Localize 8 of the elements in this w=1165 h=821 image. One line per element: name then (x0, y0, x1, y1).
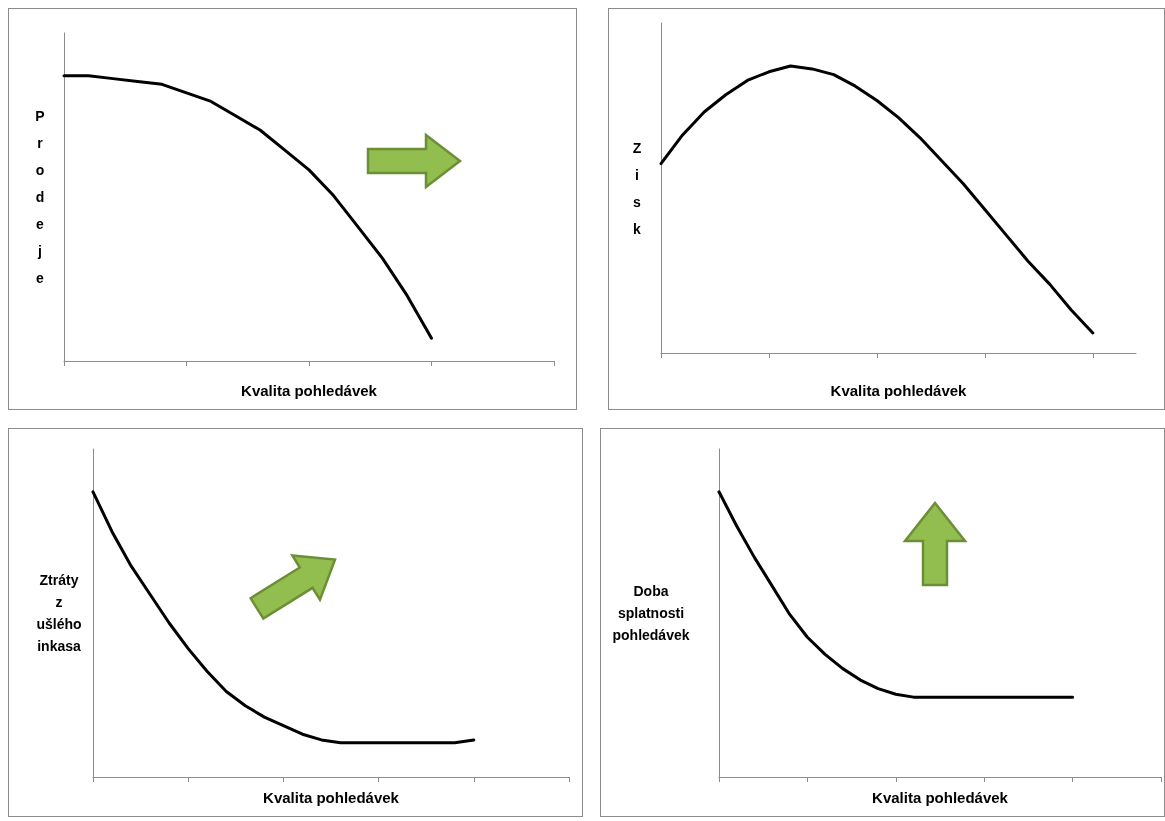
x-axis-title: Kvalita pohledávek (872, 789, 1009, 806)
y-axis-title: Zisk (632, 139, 642, 237)
x-axis-title: Kvalita pohledávek (830, 382, 968, 399)
y-axis-title: Prodeje (35, 108, 45, 286)
x-axis-title: Kvalita pohledávek (263, 789, 400, 806)
y-axis-title: Doba splatnosti pohledávek (612, 583, 690, 643)
y-axis-title: Ztráty z ušlého inkasa (36, 572, 82, 654)
x-axis-title: Kvalita pohledávek (241, 382, 378, 399)
